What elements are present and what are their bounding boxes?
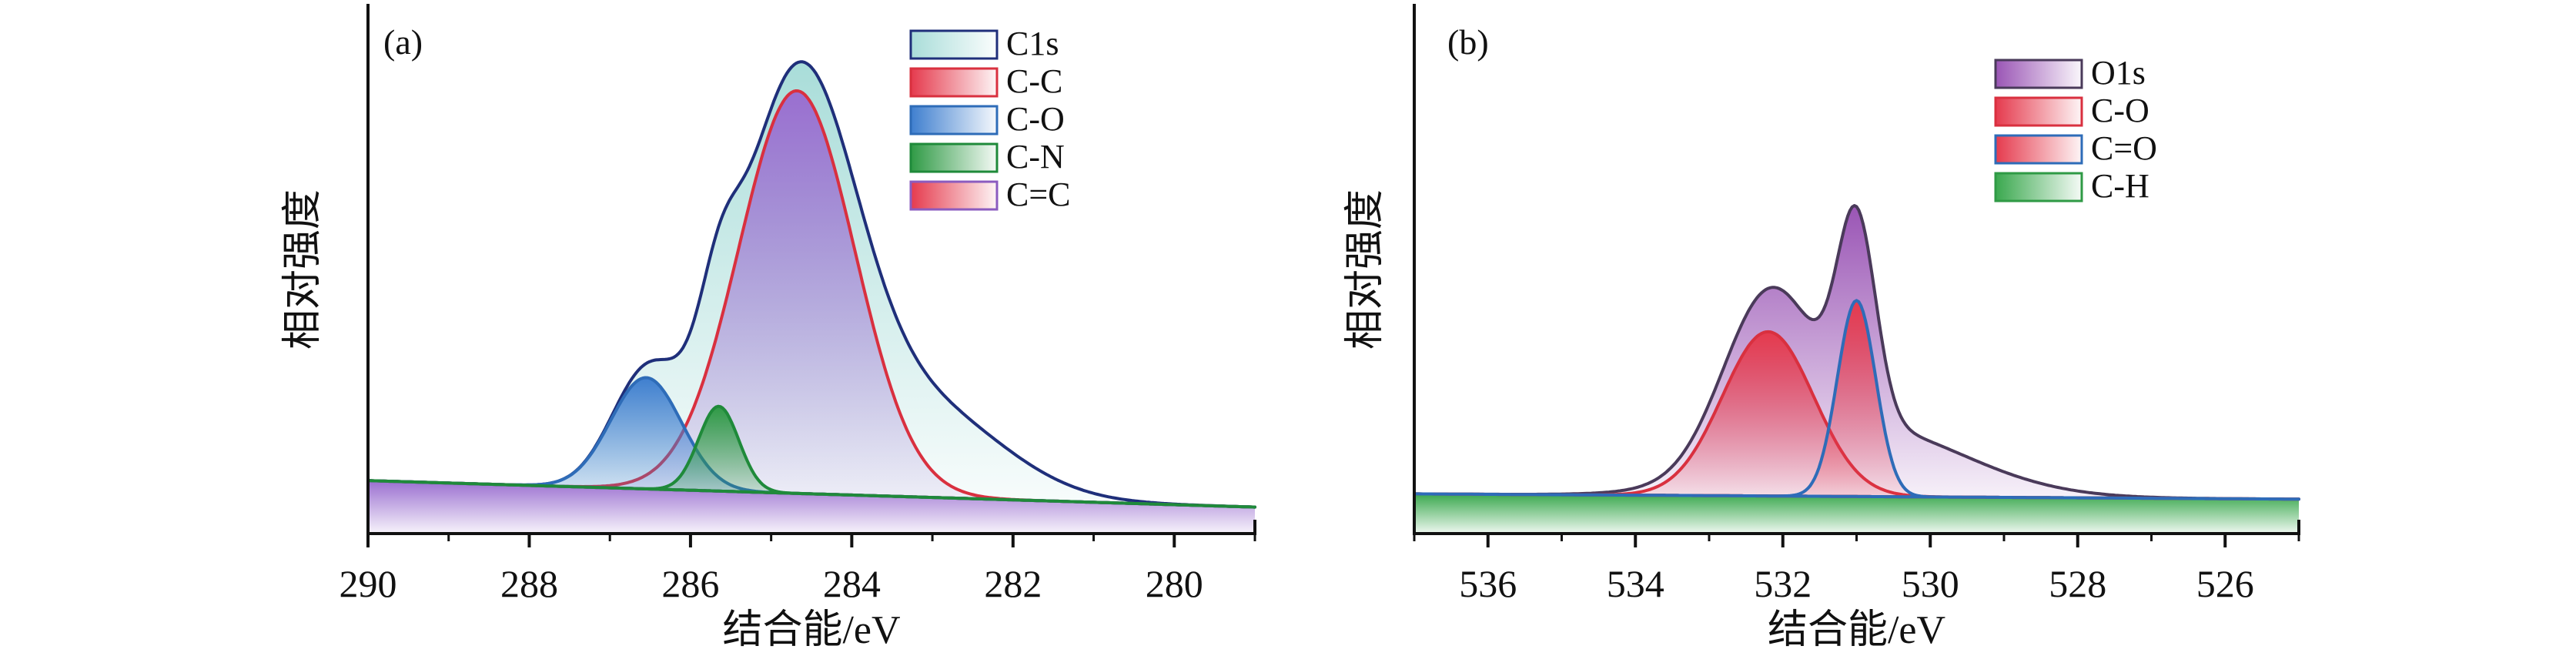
legend-swatch-c-o — [1994, 134, 2083, 165]
x-tick-label: 530 — [1902, 562, 1959, 605]
x-tick-label: 286 — [661, 562, 719, 605]
y-axis-title: 相对强度 — [281, 189, 325, 350]
panel-b-chart: 536 534 532 530 528 526 结合能/eV 相对强度 (b) O1sC-OC=O… — [1343, 4, 2300, 652]
x-tick-label: 280 — [1146, 562, 1203, 605]
legend-label-c-h: C-H — [2091, 167, 2149, 205]
x-tick-label: 528 — [2049, 562, 2106, 605]
legend-label-c1s: C1s — [1006, 25, 1059, 62]
x-tick-label: 290 — [340, 562, 397, 605]
legend-swatch-o1s — [1994, 59, 2083, 89]
legend-label-c-n: C-N — [1006, 138, 1065, 176]
legend-label-c-c: C=C — [1006, 176, 1071, 213]
x-axis-title: 结合能/eV — [722, 608, 900, 652]
series-c-o-area — [1413, 299, 2300, 501]
legend-swatch-c1s — [909, 29, 999, 60]
x-tick-label: 284 — [823, 562, 881, 605]
legend-swatch-c-c — [909, 67, 999, 98]
legend-label-c-o: C-O — [1006, 100, 1065, 138]
legend-swatch-c-h — [1994, 172, 2083, 202]
series-c-c-area — [368, 480, 1255, 534]
legend-swatch-c-o — [909, 105, 999, 136]
y-axis-title: 相对强度 — [1343, 189, 1387, 350]
panel-a-chart: 290 288 286 284 282 280 结合能/eV 相对强度 (a) C1sC-CC-O… — [281, 4, 1256, 652]
series-c-h-area — [1414, 494, 2299, 534]
legend-label-c-o: C-O — [2091, 92, 2149, 129]
legend-swatch-c-n — [909, 142, 999, 173]
panel-label: (b) — [1447, 22, 1489, 62]
x-tick-label: 282 — [984, 562, 1042, 605]
x-tick-label: 536 — [1459, 562, 1517, 605]
x-tick-label: 532 — [1754, 562, 1812, 605]
panel-label: (a) — [383, 22, 423, 62]
x-tick-label: 526 — [2196, 562, 2254, 605]
x-tick-label: 534 — [1607, 562, 1664, 605]
legend-swatch-c-c — [909, 180, 999, 211]
x-tick-label: 288 — [500, 562, 558, 605]
x-axis-title: 结合能/eV — [1768, 608, 1945, 652]
series-c-c-area — [366, 89, 1256, 509]
legend-label-c-c: C-C — [1006, 62, 1062, 100]
series-c-n-area — [366, 404, 1256, 509]
axes-frame — [366, 4, 1256, 535]
legend-swatch-c-o — [1994, 96, 2083, 127]
legend-label-o1s: O1s — [2091, 54, 2146, 92]
legend-label-c-o: C=O — [2091, 129, 2157, 167]
